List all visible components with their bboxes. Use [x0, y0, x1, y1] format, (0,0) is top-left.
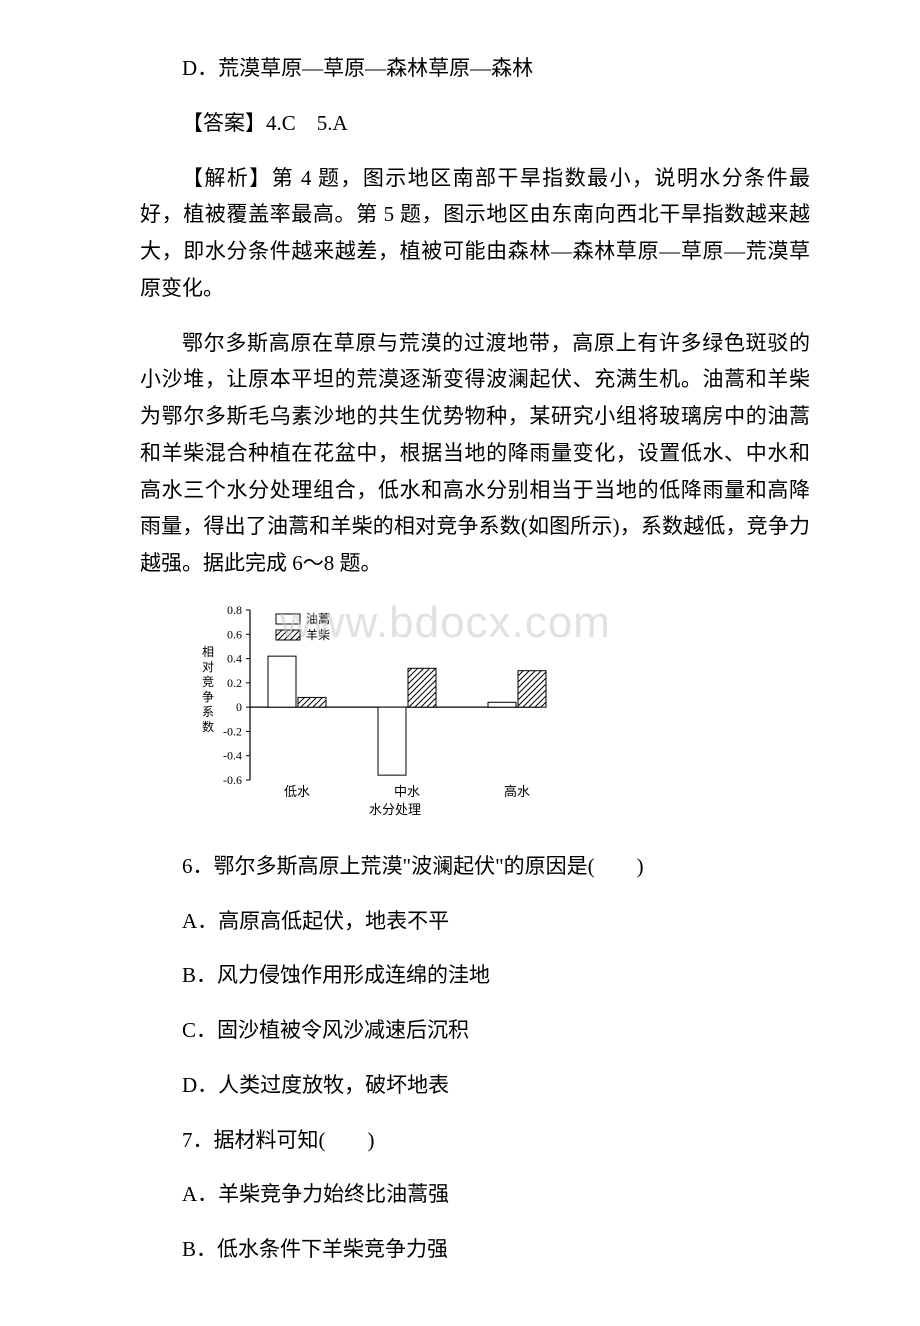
competition-chart: -0.6 -0.4 -0.2 0 0.2 0.4 0.6 0.8 相对竞争系数低水 中水 高水水分处…	[180, 600, 560, 830]
q7-a: A．羊柴竞争力始终比油蒿强	[140, 1176, 810, 1213]
q6-c: C．固沙植被令风沙减速后沉积	[140, 1012, 810, 1049]
answer-45: 【答案】4.C 5.A	[140, 105, 810, 142]
passage-text: 鄂尔多斯高原在草原与荒漠的过渡地带，高原上有许多绿色斑驳的小沙堆，让原本平坦的荒…	[140, 325, 810, 582]
svg-text:相: 相	[202, 645, 214, 659]
svg-text:-0.2: -0.2	[223, 724, 242, 738]
svg-text:0: 0	[236, 700, 242, 714]
svg-text:水分处理: 水分处理	[369, 802, 421, 817]
chart-svg: -0.6 -0.4 -0.2 0 0.2 0.4 0.6 0.8 相对竞争系数低水 中水 高水水分处…	[180, 600, 560, 830]
svg-text:油蒿: 油蒿	[306, 612, 330, 626]
q6-d: D．人类过度放牧，破坏地表	[140, 1067, 810, 1104]
q6: 6．鄂尔多斯高原上荒漠"波澜起伏"的原因是( )	[140, 848, 810, 885]
q7: 7．据材料可知( )	[140, 1122, 810, 1159]
svg-text:-0.4: -0.4	[223, 748, 242, 762]
q6-a: A．高原高低起伏，地表不平	[140, 903, 810, 940]
svg-text:0.6: 0.6	[227, 627, 242, 641]
q6-b: B．风力侵蚀作用形成连绵的洼地	[140, 957, 810, 994]
svg-text:竞: 竞	[202, 675, 214, 689]
svg-text:系: 系	[202, 705, 214, 719]
svg-text:数: 数	[202, 719, 214, 734]
svg-text:低水: 低水	[284, 784, 310, 799]
q7-b: B．低水条件下羊柴竞争力强	[140, 1231, 810, 1268]
svg-text:0.2: 0.2	[227, 676, 242, 690]
svg-text:0.8: 0.8	[227, 603, 242, 617]
option-d: D．荒漠草原—草原—森林草原—森林	[140, 50, 810, 87]
svg-text:0.4: 0.4	[227, 651, 242, 665]
svg-text:高水: 高水	[504, 784, 530, 799]
svg-text:对: 对	[202, 660, 214, 674]
svg-text:羊柴: 羊柴	[306, 627, 330, 642]
svg-text:中水: 中水	[394, 784, 420, 799]
explanation-45: 【解析】第 4 题，图示地区南部干旱指数最小，说明水分条件最好，植被覆盖率最高。…	[140, 160, 810, 307]
svg-text:-0.6: -0.6	[223, 773, 242, 787]
svg-text:争: 争	[202, 690, 214, 704]
